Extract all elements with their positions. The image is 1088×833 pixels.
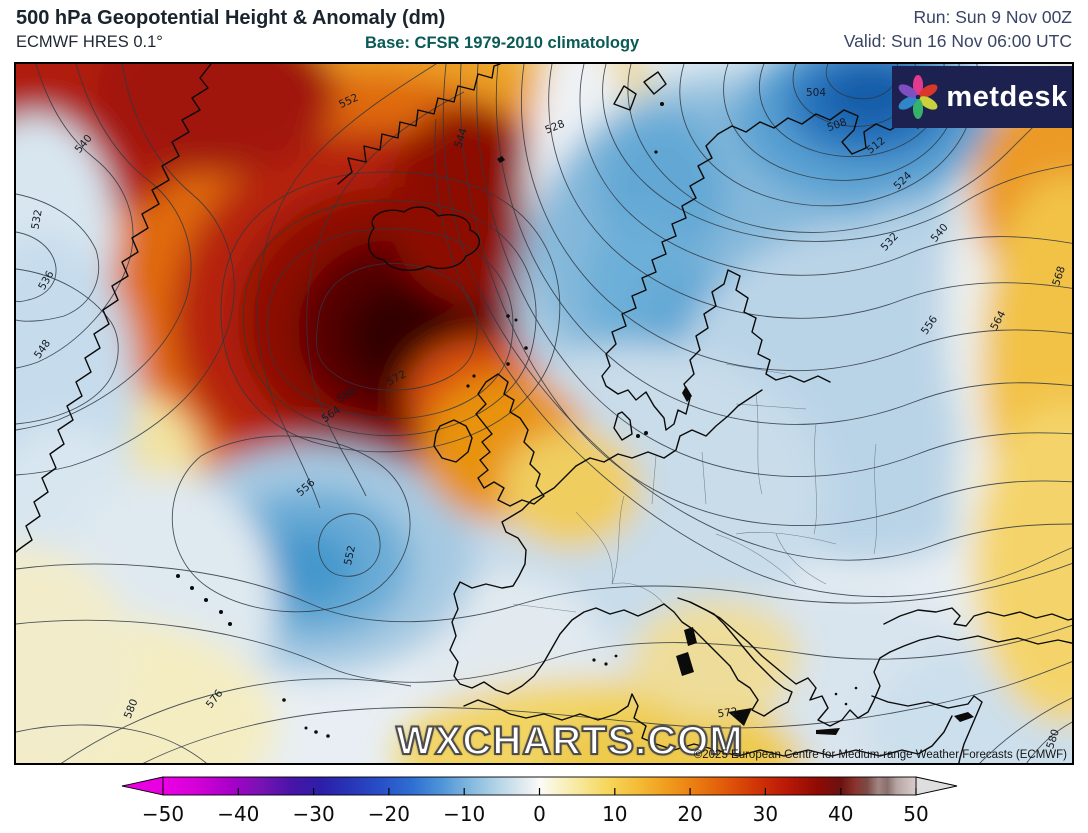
- contour-label: 552: [342, 544, 358, 566]
- watermark: WXCHARTS.COM: [395, 718, 744, 763]
- metdesk-logo-text: metdesk: [946, 80, 1068, 113]
- pinwheel-petal: [898, 84, 918, 98]
- anomaly-shading: [16, 64, 1072, 763]
- coastlines: [16, 64, 1072, 763]
- pinwheel-petal: [919, 84, 938, 98]
- colorbar-tick-label: 30: [753, 802, 778, 826]
- contour-label: 580: [1044, 728, 1062, 751]
- colorbar-tick-label: −40: [217, 802, 259, 826]
- page-title: 500 hPa Geopotential Height & Anomaly (d…: [16, 7, 446, 29]
- metdesk-logo: metdesk: [892, 66, 1072, 128]
- pinwheel-petal: [898, 96, 918, 110]
- contour-lines: [16, 64, 1072, 763]
- valid-label: Valid: Sun 16 Nov 06:00 UTC: [843, 31, 1072, 51]
- colorbar-right-arrow: [915, 776, 958, 796]
- run-label: Run: Sun 9 Nov 00Z: [913, 7, 1072, 27]
- colorbar-tick-label: −30: [292, 802, 334, 826]
- colorbar: −50 −40 −30 −20 −10 0 10 20 30 40 50: [121, 776, 958, 826]
- contour-label: 572: [717, 706, 739, 721]
- metdesk-pinwheel-icon: [898, 75, 938, 119]
- colorbar-ticks: −50 −40 −30 −20 −10 0 10 20 30 40 50: [142, 788, 929, 826]
- colorbar-tick-label: 20: [677, 802, 702, 826]
- country-borders: [512, 363, 877, 613]
- colorbar-tick-label: −20: [368, 802, 410, 826]
- colorbar-tick-label: 0: [533, 802, 546, 826]
- copyright-notice: ©2025 European Centre for Medium-range W…: [693, 749, 1067, 761]
- pinwheel-petal: [913, 98, 924, 119]
- colorbar-tick-label: 40: [828, 802, 853, 826]
- map-canvas: 532 536 540 548 552 544 528 504 508 512 524 532 540 5…: [14, 62, 1074, 765]
- climatology-base-label: Base: CFSR 1979-2010 climatology: [365, 34, 640, 52]
- run-valid-info: Run: Sun 9 Nov 00Z Valid: Sun 16 Nov 06:…: [672, 5, 1072, 53]
- contour-label: 504: [806, 87, 826, 99]
- contour-label: 568: [1050, 265, 1068, 288]
- colorbar-tick-label: 50: [903, 802, 928, 826]
- pinwheel-petal: [919, 96, 938, 110]
- colorbar-tick-label: −10: [443, 802, 485, 826]
- colorbar-tick-label: −50: [142, 802, 184, 826]
- contour-label: 532: [29, 209, 44, 231]
- colorbar-tick-label: 10: [602, 802, 627, 826]
- model-label: ECMWF HRES 0.1°: [16, 33, 163, 51]
- colorbar-left-arrow: [121, 776, 164, 796]
- pinwheel-petal: [913, 75, 924, 96]
- contour-label: 544: [452, 126, 470, 149]
